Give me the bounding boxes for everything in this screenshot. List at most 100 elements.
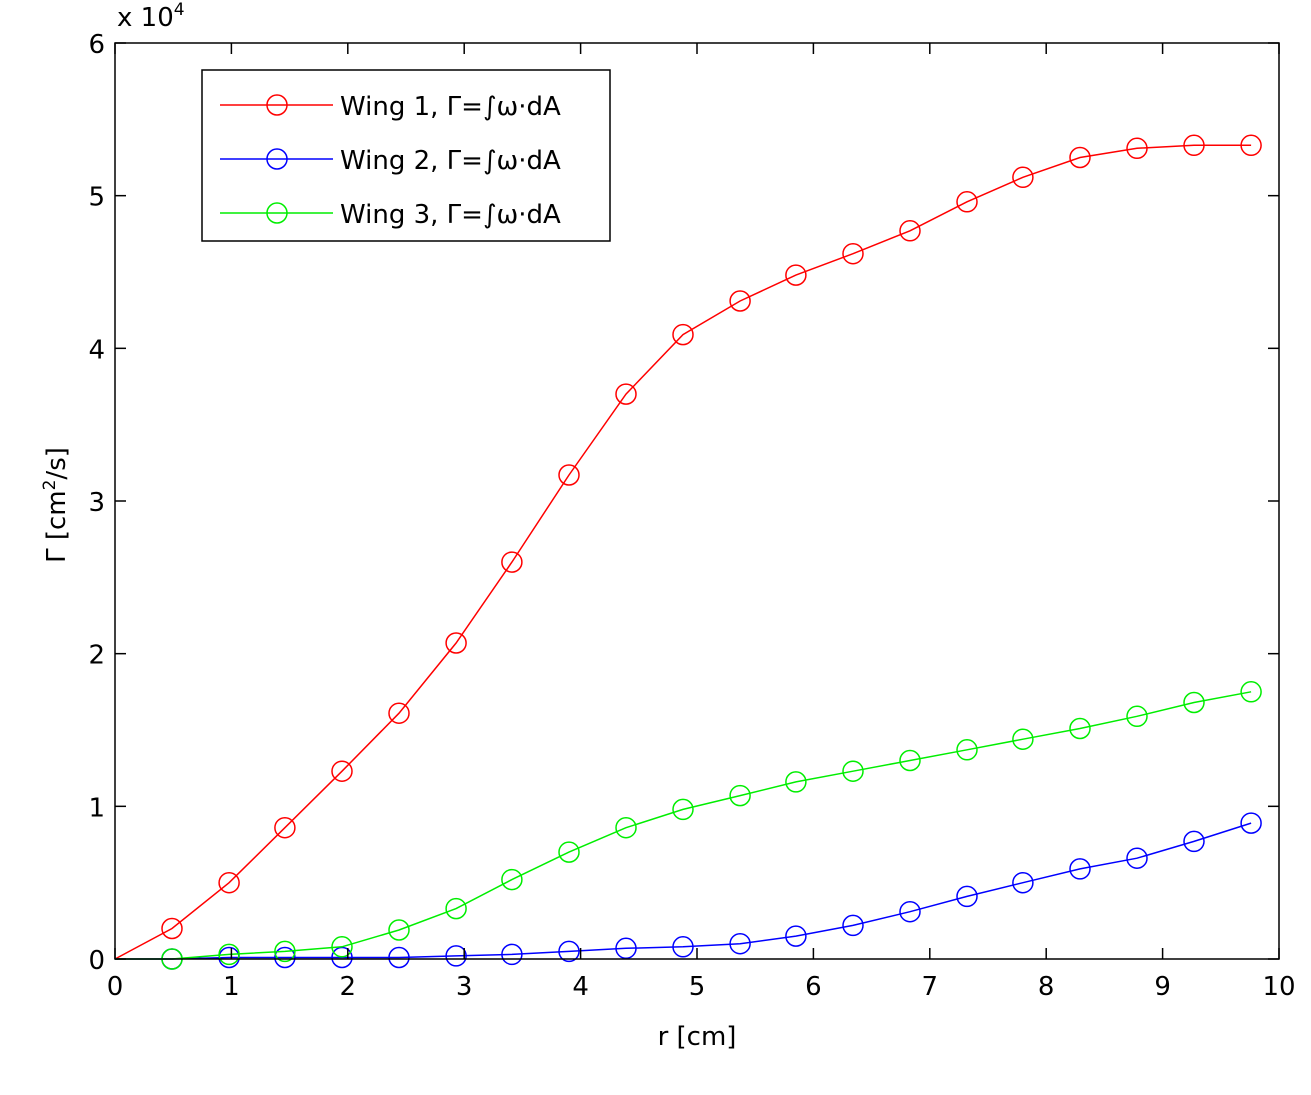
series-1 <box>114 134 1262 960</box>
series-3-point-8 <box>615 816 637 839</box>
legend-marker-1 <box>266 94 288 116</box>
series-2-point-18 <box>1183 830 1205 853</box>
legend-label-2: Wing 2, Γ=∫ω·dA <box>340 146 561 176</box>
series-1-line <box>114 144 1252 960</box>
series-1-point-3 <box>331 760 353 782</box>
series-1-point-0 <box>161 917 183 940</box>
series-3-point-1 <box>218 943 240 966</box>
x-tick-label-2: 2 <box>340 972 357 1002</box>
series-2-point-5 <box>445 945 467 967</box>
series-1-point-7 <box>558 464 580 486</box>
x-tick-label-4: 4 <box>572 972 589 1002</box>
legend: Wing 1, Γ=∫ω·dA Wing 2, Γ=∫ω·dA Wing 3, Γ=… <box>201 69 611 242</box>
ticks-layer: 0 1 2 3 4 5 6 7 8 9 10 0 1 2 3 4 5 6 <box>88 30 1295 1002</box>
series-1-point-2 <box>274 816 296 839</box>
x-tick-label-9: 9 <box>1154 972 1171 1002</box>
series-2-point-9 <box>672 936 694 958</box>
y-tick-label-1: 1 <box>88 793 105 823</box>
series-3-point-13 <box>899 749 921 772</box>
series-1-point-11 <box>785 264 807 286</box>
y-scale-factor: x 104 <box>117 0 185 33</box>
series-3-point-10 <box>729 784 751 807</box>
series-3-point-6 <box>501 868 523 891</box>
legend-entry-2: Wing 2, Γ=∫ω·dA <box>220 146 561 176</box>
y-tick-label-6: 6 <box>88 30 105 60</box>
series-2-point-19 <box>1240 812 1262 834</box>
y-scale-factor-base: x 10 <box>117 3 174 33</box>
series-2-point-11 <box>785 925 807 947</box>
series-1-point-14 <box>956 191 978 213</box>
series-1-point-8 <box>615 383 637 405</box>
series-3-point-11 <box>785 771 807 793</box>
y-tick-label-2: 2 <box>88 641 105 671</box>
y-axis-label-main: Γ [cm <box>42 490 72 563</box>
series-2-point-2 <box>274 946 296 969</box>
series-1-point-18 <box>1183 134 1205 157</box>
series-1-point-19 <box>1240 134 1262 157</box>
legend-marker-2 <box>266 148 288 170</box>
series-3-point-7 <box>558 841 580 863</box>
series-3-point-3 <box>331 936 353 958</box>
series-2-point-6 <box>501 943 523 966</box>
y-axis-label: Γ [cm2/s] <box>40 447 72 563</box>
x-tick-label-3: 3 <box>456 972 473 1002</box>
series-2-point-13 <box>899 900 921 923</box>
x-tick-label-8: 8 <box>1038 972 1055 1002</box>
series-1-point-6 <box>501 551 523 573</box>
series-3-point-9 <box>672 798 694 821</box>
y-axis-label-tail: /s] <box>42 447 72 479</box>
series-1-point-15 <box>1012 166 1034 189</box>
series-1-point-10 <box>729 290 751 312</box>
series-3-point-15 <box>1012 728 1034 750</box>
series-3-line <box>115 691 1252 960</box>
series-3-point-19 <box>1240 681 1262 703</box>
series-2-point-16 <box>1069 858 1091 880</box>
series-3-point-5 <box>445 897 467 920</box>
series-1-point-9 <box>672 323 694 346</box>
y-tick-label-0: 0 <box>88 946 105 976</box>
series-2-point-10 <box>729 932 751 955</box>
series-3-point-18 <box>1183 691 1205 714</box>
x-tick-label-5: 5 <box>689 972 706 1002</box>
series-1-point-13 <box>899 220 921 242</box>
y-axis-label-superscript: 2 <box>40 480 60 491</box>
legend-entry-3: Wing 3, Γ=∫ω·dA <box>220 200 561 230</box>
legend-entries: Wing 1, Γ=∫ω·dA Wing 2, Γ=∫ω·dA Wing 3, Γ=… <box>220 92 561 230</box>
y-tick-label-5: 5 <box>88 183 105 213</box>
series-3-point-2 <box>274 940 296 963</box>
series-2-point-14 <box>956 885 978 908</box>
y-tick-label-3: 3 <box>88 488 105 518</box>
legend-marker-3 <box>266 202 288 224</box>
x-tick-label-7: 7 <box>922 972 939 1002</box>
series-3-point-17 <box>1126 705 1148 728</box>
x-tick-label-10: 10 <box>1262 972 1295 1002</box>
x-tick-label-1: 1 <box>223 972 240 1002</box>
series-1-point-12 <box>842 242 864 265</box>
series-1-point-17 <box>1126 137 1148 160</box>
series-2-point-7 <box>558 940 580 963</box>
series-2-point-4 <box>388 946 410 969</box>
x-tick-label-6: 6 <box>805 972 822 1002</box>
legend-label-3: Wing 3, Γ=∫ω·dA <box>340 200 561 230</box>
series-2-point-12 <box>842 914 864 937</box>
legend-entry-1: Wing 1, Γ=∫ω·dA <box>220 92 561 122</box>
series-1-point-5 <box>445 632 467 654</box>
y-tick-label-4: 4 <box>88 335 105 365</box>
series-2-point-15 <box>1012 871 1034 894</box>
series-3-point-14 <box>956 739 978 761</box>
series-layer <box>114 134 1262 970</box>
series-1-point-16 <box>1069 146 1091 169</box>
series-3-point-4 <box>388 919 410 941</box>
y-scale-factor-exponent: 4 <box>174 0 185 20</box>
x-axis-label: r [cm] <box>658 1022 737 1052</box>
series-2-point-17 <box>1126 847 1148 869</box>
legend-label-1: Wing 1, Γ=∫ω·dA <box>340 92 561 122</box>
series-1-point-1 <box>218 871 240 894</box>
series-3-point-12 <box>842 760 864 782</box>
series-2-line <box>115 822 1252 960</box>
series-1-point-4 <box>388 702 410 724</box>
x-tick-label-0: 0 <box>107 972 124 1002</box>
series-3 <box>115 681 1262 970</box>
